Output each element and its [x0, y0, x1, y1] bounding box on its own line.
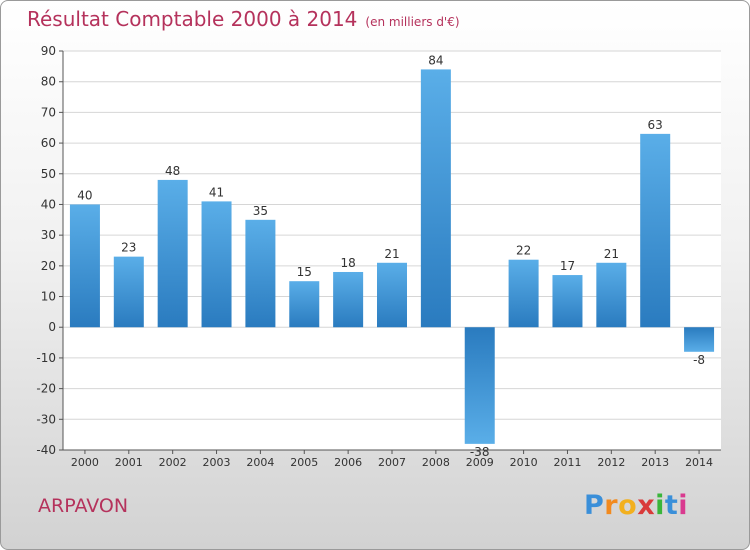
- y-tick-label: -40: [36, 443, 56, 457]
- chart-unit: (en milliers d'€): [365, 15, 460, 29]
- bar: [245, 219, 276, 328]
- bar-value-label: 18: [340, 256, 355, 270]
- x-tick-label: 2004: [246, 456, 274, 469]
- y-tick-label: -20: [36, 382, 56, 396]
- bar-value-label: 63: [648, 118, 663, 132]
- chart-title: Résultat Comptable 2000 à 2014: [27, 7, 358, 31]
- proxiti-logo[interactable]: Proxiti: [584, 490, 688, 521]
- logo-letter: t: [664, 490, 679, 521]
- bar-value-label: 48: [165, 164, 180, 178]
- bar: [640, 133, 671, 328]
- logo-letter: P: [584, 490, 605, 521]
- x-tick-label: 2011: [553, 456, 581, 469]
- bar: [420, 69, 451, 328]
- x-tick-label: 2002: [159, 456, 187, 469]
- logo-letter: r: [604, 490, 619, 521]
- bar: [508, 259, 539, 328]
- y-tick-label: 70: [41, 105, 56, 119]
- y-tick-label: 30: [41, 228, 56, 242]
- y-tick-label: -10: [36, 351, 56, 365]
- y-tick-label: -30: [36, 412, 56, 426]
- y-tick-label: 0: [48, 320, 56, 334]
- bar-value-label: 17: [560, 259, 575, 273]
- x-tick-label: 2006: [334, 456, 362, 469]
- y-tick-label: 60: [41, 136, 56, 150]
- bar-value-label: 35: [253, 204, 268, 218]
- bar-value-label: 40: [77, 188, 92, 202]
- bar: [552, 275, 583, 328]
- x-tick-label: 2014: [685, 456, 713, 469]
- x-tick-label: 2009: [466, 456, 494, 469]
- bar: [69, 204, 100, 328]
- x-tick-label: 2001: [115, 456, 143, 469]
- bar: [464, 327, 495, 444]
- y-tick-label: 80: [41, 75, 56, 89]
- bar-value-label: 84: [428, 53, 443, 67]
- bar: [289, 281, 320, 328]
- bar-value-label: 41: [209, 185, 224, 199]
- bar: [684, 327, 715, 352]
- bar: [596, 262, 627, 328]
- y-tick-label: 20: [41, 259, 56, 273]
- logo-letter: o: [618, 490, 638, 521]
- x-tick-label: 2012: [597, 456, 625, 469]
- y-tick-label: 10: [41, 290, 56, 304]
- y-tick-label: 50: [41, 167, 56, 181]
- bar: [377, 262, 407, 328]
- bar-value-label: 23: [121, 241, 136, 255]
- x-tick-label: 2005: [290, 456, 318, 469]
- x-tick-label: 2007: [378, 456, 406, 469]
- x-tick-label: 2008: [422, 456, 450, 469]
- bar-value-label: -8: [693, 353, 705, 367]
- logo-letter: i: [678, 490, 689, 521]
- bar-value-label: 15: [297, 265, 312, 279]
- bar: [157, 179, 188, 328]
- commune-name: ARPAVON: [38, 495, 129, 517]
- x-tick-label: 2010: [510, 456, 538, 469]
- x-tick-label: 2003: [203, 456, 231, 469]
- chart-title-block: Résultat Comptable 2000 à 2014 (en millie…: [27, 7, 460, 31]
- y-tick-label: 40: [41, 197, 56, 211]
- bar-value-label: 22: [516, 244, 531, 258]
- x-tick-label: 2000: [71, 456, 99, 469]
- bar: [333, 271, 364, 328]
- bar-value-label: 21: [384, 247, 399, 261]
- logo-letter: x: [637, 490, 656, 521]
- bar-value-label: 21: [604, 247, 619, 261]
- logo-letter: i: [655, 490, 665, 521]
- y-tick-label: 90: [41, 44, 56, 58]
- bar: [201, 201, 232, 328]
- x-tick-label: 2013: [641, 456, 669, 469]
- bar: [113, 256, 144, 328]
